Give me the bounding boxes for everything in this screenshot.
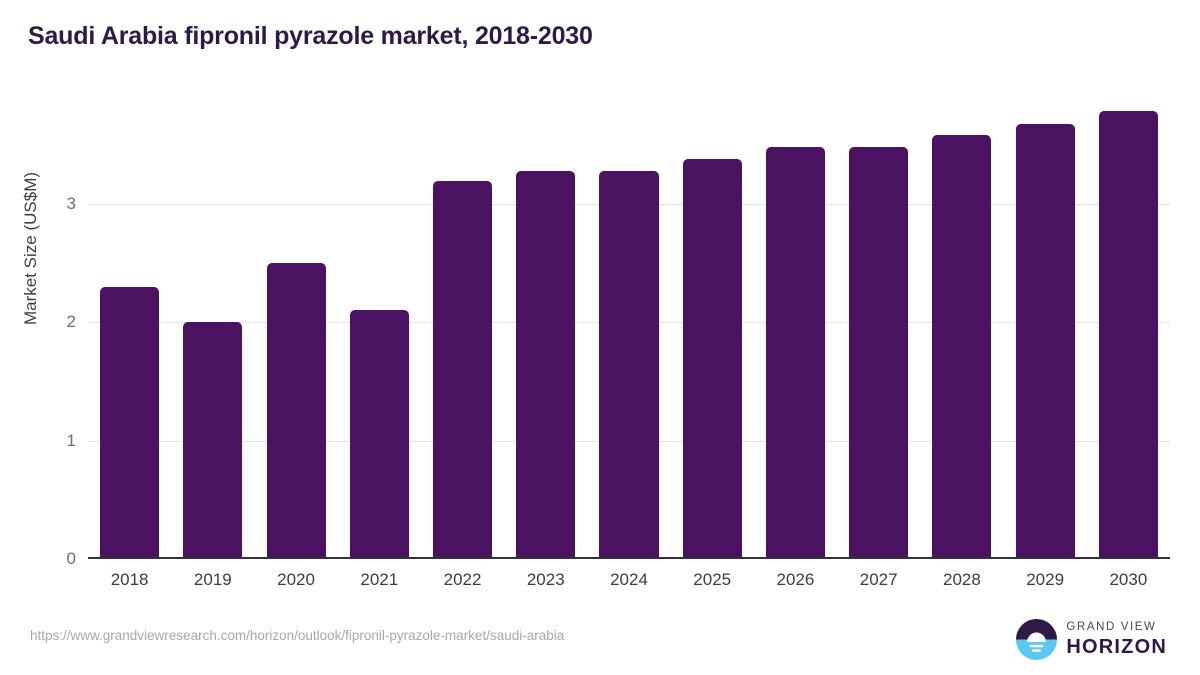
grand-view-horizon-logo-icon xyxy=(1016,619,1058,660)
bar[interactable] xyxy=(932,135,992,559)
x-tick-label: 2028 xyxy=(943,570,981,589)
x-tick-label: 2024 xyxy=(610,570,648,589)
bar[interactable] xyxy=(849,146,909,559)
x-tick-label: 2023 xyxy=(526,570,565,589)
bar[interactable] xyxy=(183,322,243,559)
x-tick-label: 2030 xyxy=(1109,570,1148,589)
x-axis-line xyxy=(88,557,1170,559)
page-title: Saudi Arabia fipronil pyrazole market, 2… xyxy=(28,22,593,50)
x-tick-label: 2018 xyxy=(110,570,149,589)
y-tick-label: 2 xyxy=(66,312,76,332)
bar[interactable] xyxy=(599,170,659,559)
bar[interactable] xyxy=(100,286,160,559)
x-tick-label: 2021 xyxy=(360,570,399,589)
y-tick-label: 0 xyxy=(66,549,76,568)
x-axis-tick-labels: 2018 2019 2020 2021 2022 2023 2024 2025 2026 2027… xyxy=(88,570,1170,596)
bar[interactable] xyxy=(432,181,493,559)
x-tick-label: 2019 xyxy=(193,570,232,589)
y-axis-title: Market Size (US$M) xyxy=(21,171,40,325)
bar[interactable] xyxy=(349,310,409,559)
logo-top-text: GRAND VIEW xyxy=(1066,621,1157,634)
bar[interactable] xyxy=(516,170,576,559)
logo-bottom-text: HORIZON xyxy=(1066,635,1167,658)
source-url[interactable]: https://www.grandviewresearch.com/horizo… xyxy=(30,628,565,643)
bar[interactable] xyxy=(1015,124,1075,559)
y-tick-label: 3 xyxy=(66,193,76,213)
x-tick-label: 2022 xyxy=(443,570,482,589)
bar[interactable] xyxy=(765,146,825,559)
bar[interactable] xyxy=(266,262,326,559)
plot-area xyxy=(88,90,1170,559)
x-tick-label: 2029 xyxy=(1026,570,1065,589)
logo-wordmark: GRAND VIEW HORIZON xyxy=(1066,622,1167,657)
y-tick-label: 1 xyxy=(66,430,76,450)
x-tick-label: 2027 xyxy=(859,570,898,589)
x-tick-label: 2025 xyxy=(693,570,732,589)
x-tick-label: 2026 xyxy=(776,570,815,589)
brand-logo: GRAND VIEW HORIZON xyxy=(1016,619,1167,660)
bar[interactable] xyxy=(682,158,742,559)
x-tick-label: 2020 xyxy=(277,570,315,589)
bars-layer xyxy=(88,90,1170,559)
bar[interactable] xyxy=(1098,111,1158,559)
